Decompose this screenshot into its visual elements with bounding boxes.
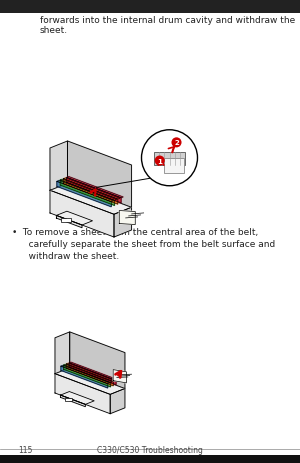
- Polygon shape: [66, 364, 113, 386]
- Text: carefully separate the sheet from the belt surface and: carefully separate the sheet from the be…: [20, 239, 275, 249]
- Polygon shape: [70, 332, 125, 388]
- Polygon shape: [50, 184, 131, 215]
- Text: withdraw the sheet.: withdraw the sheet.: [20, 251, 119, 260]
- Bar: [154, 153, 185, 165]
- Polygon shape: [60, 181, 115, 206]
- Bar: [0, 455, 300, 463]
- Polygon shape: [64, 365, 111, 387]
- Polygon shape: [50, 191, 114, 238]
- Polygon shape: [61, 366, 110, 384]
- Text: 115: 115: [18, 445, 32, 454]
- Text: sheet.: sheet.: [40, 26, 68, 35]
- Circle shape: [172, 138, 182, 148]
- Bar: [65, 398, 73, 401]
- Polygon shape: [61, 392, 94, 405]
- Polygon shape: [61, 395, 85, 407]
- Polygon shape: [55, 368, 125, 394]
- Text: 2: 2: [174, 140, 179, 146]
- Circle shape: [142, 131, 197, 186]
- Polygon shape: [64, 364, 112, 383]
- Bar: [164, 158, 184, 174]
- Polygon shape: [55, 332, 70, 374]
- Circle shape: [155, 156, 165, 166]
- Text: 1: 1: [157, 158, 162, 164]
- Polygon shape: [63, 179, 118, 205]
- Polygon shape: [69, 363, 118, 381]
- Polygon shape: [110, 388, 125, 414]
- Bar: [61, 219, 71, 223]
- Polygon shape: [56, 216, 82, 228]
- Polygon shape: [114, 208, 131, 238]
- Polygon shape: [55, 374, 110, 414]
- Text: •: •: [12, 227, 17, 237]
- Polygon shape: [50, 142, 68, 191]
- Polygon shape: [67, 178, 121, 203]
- Polygon shape: [67, 177, 123, 198]
- Polygon shape: [68, 142, 131, 208]
- Polygon shape: [119, 211, 135, 225]
- Polygon shape: [66, 363, 115, 382]
- Text: C330/C530 Troubleshooting: C330/C530 Troubleshooting: [97, 445, 203, 454]
- Polygon shape: [57, 181, 113, 202]
- Polygon shape: [63, 178, 120, 200]
- Text: To remove a sheet from the central area of the belt,: To remove a sheet from the central area …: [20, 227, 258, 237]
- Polygon shape: [56, 212, 92, 225]
- Text: forwards into the internal drum cavity and withdraw the: forwards into the internal drum cavity a…: [40, 16, 295, 25]
- Polygon shape: [57, 182, 111, 207]
- Polygon shape: [60, 180, 117, 201]
- Polygon shape: [61, 366, 108, 388]
- Polygon shape: [69, 363, 116, 385]
- Bar: [0, 0, 300, 14]
- Polygon shape: [113, 370, 126, 383]
